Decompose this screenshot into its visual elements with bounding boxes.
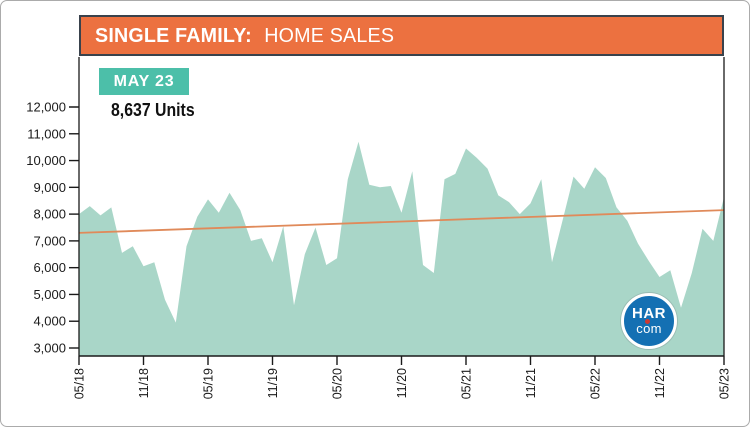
svg-text:05/20: 05/20	[331, 368, 345, 399]
svg-text:11/21: 11/21	[524, 368, 538, 398]
svg-text:7,000: 7,000	[33, 233, 66, 248]
svg-text:12,000: 12,000	[26, 100, 66, 115]
chart-title: SINGLE FAMILY: HOME SALES	[95, 24, 394, 48]
date-badge: MAY 23	[99, 68, 189, 95]
chart-title-metric: HOME SALES	[264, 23, 395, 47]
svg-text:05/23: 05/23	[718, 368, 732, 399]
har-logo-text: HAR	[632, 305, 666, 322]
svg-text:05/19: 05/19	[202, 368, 216, 399]
svg-text:05/21: 05/21	[460, 368, 474, 399]
svg-text:11/18: 11/18	[137, 368, 151, 398]
svg-text:10,000: 10,000	[26, 153, 66, 168]
har-logo-red-dot-icon	[645, 319, 650, 324]
svg-text:8,000: 8,000	[33, 207, 66, 222]
svg-text:05/22: 05/22	[589, 368, 603, 399]
units-value: 8,637 Units	[111, 100, 195, 120]
svg-text:3,000: 3,000	[33, 341, 66, 356]
svg-text:5,000: 5,000	[33, 287, 66, 302]
svg-text:4,000: 4,000	[33, 314, 66, 329]
har-logo-domain: com	[636, 321, 662, 336]
svg-text:11/20: 11/20	[395, 368, 409, 398]
svg-text:6,000: 6,000	[33, 260, 66, 275]
chart-title-category: SINGLE FAMILY:	[95, 23, 252, 47]
svg-text:11/19: 11/19	[266, 368, 280, 398]
svg-text:05/18: 05/18	[73, 368, 87, 399]
svg-text:11/22: 11/22	[653, 368, 667, 398]
har-logo: HAR com	[621, 293, 677, 349]
chart-title-bar: SINGLE FAMILY: HOME SALES	[79, 15, 724, 56]
svg-text:9,000: 9,000	[33, 180, 66, 195]
svg-text:11,000: 11,000	[27, 126, 66, 141]
